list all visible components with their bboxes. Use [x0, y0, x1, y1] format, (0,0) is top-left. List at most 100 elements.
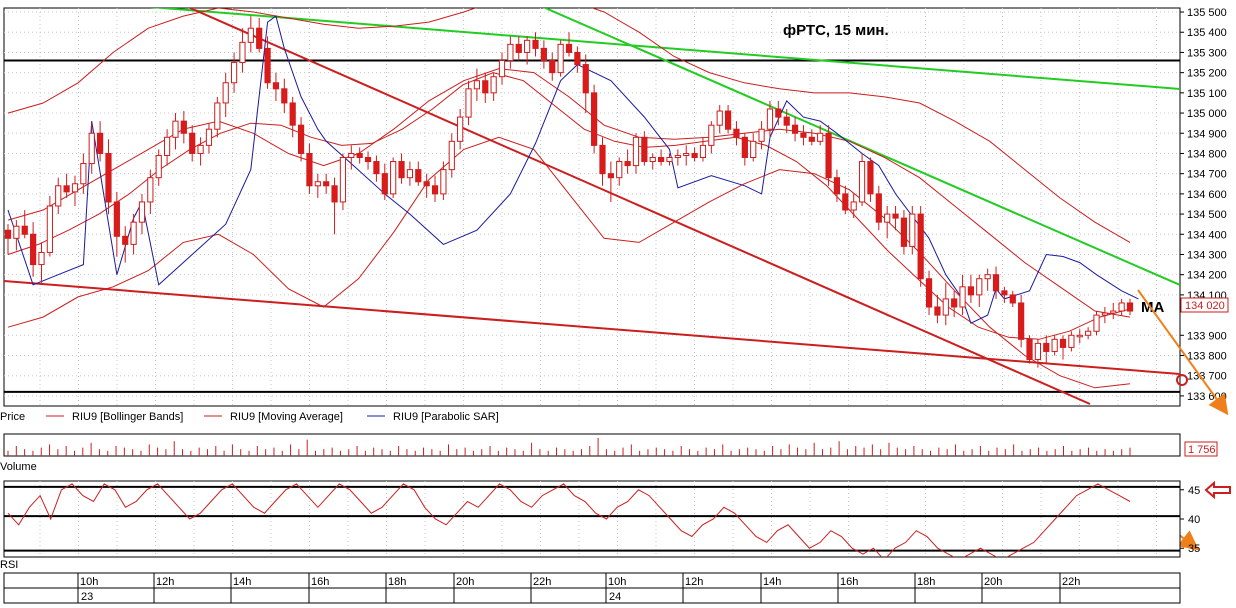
- candle-body-down: [691, 152, 698, 159]
- candle: [909, 205, 916, 255]
- candle-body-down: [297, 124, 305, 154]
- rsi-line: [7, 483, 1131, 557]
- candle-body-down: [30, 233, 37, 266]
- price-tick-label: 133 800: [1187, 350, 1227, 362]
- candle-body-up: [172, 120, 179, 138]
- candle: [331, 177, 338, 235]
- candle-body-down: [4, 229, 12, 239]
- legend-volume-label: Volume: [0, 461, 37, 473]
- candle: [398, 153, 405, 184]
- bollinger-upper-line: [7, 8, 1131, 243]
- candle: [967, 274, 975, 303]
- bollinger-lower-line: [7, 136, 1131, 389]
- candle-body-down: [867, 161, 874, 195]
- rsi-level-arrow-icon: [1204, 480, 1231, 500]
- candle: [800, 125, 807, 146]
- green-trendline-upper: [149, 8, 1180, 90]
- time-tick-label: 16h: [311, 576, 329, 588]
- candle: [649, 153, 656, 170]
- candle: [205, 123, 213, 154]
- time-tick-label: 16h: [840, 576, 858, 588]
- candle: [390, 157, 397, 198]
- candle-body-up: [155, 154, 162, 179]
- rsi-y-axis: 45 40 35: [1180, 485, 1200, 555]
- candle-body-down: [1126, 302, 1134, 312]
- candle-body-up: [1076, 334, 1083, 338]
- candle-body-down: [800, 132, 807, 138]
- candle-body-down: [180, 120, 187, 134]
- candle: [775, 100, 782, 126]
- candle-body-down: [63, 185, 70, 193]
- candle-body-up: [498, 60, 506, 78]
- bollinger-bands: [7, 8, 1131, 389]
- candle: [55, 177, 62, 215]
- candle: [38, 242, 45, 283]
- candle: [113, 191, 120, 257]
- time-tick-label: 10h: [80, 576, 98, 588]
- time-tick-label: 14h: [233, 576, 251, 588]
- legend-bollinger-label: RIU9 [Bollinger Bands]: [72, 411, 183, 423]
- candle-body-down: [783, 116, 790, 126]
- parabolic-sar-line: [7, 15, 1139, 324]
- candle-body-up: [1093, 314, 1100, 332]
- candle-body-up: [524, 39, 531, 53]
- rsi-panel-frame: [3, 480, 1181, 558]
- candle: [867, 157, 874, 202]
- candle: [691, 147, 698, 162]
- price-tick-label: 135 400: [1187, 27, 1227, 39]
- candle: [766, 100, 774, 138]
- candle-body-down: [791, 124, 799, 134]
- candle: [147, 169, 154, 215]
- candle-body-up: [230, 62, 238, 84]
- price-tick-label: 135 000: [1187, 108, 1227, 120]
- candle: [951, 290, 958, 318]
- candle-body-down: [833, 177, 841, 195]
- trend-lines: [4, 8, 1180, 405]
- candle: [13, 220, 20, 251]
- candle: [582, 54, 589, 114]
- candle-body-up: [766, 108, 774, 130]
- candle: [356, 147, 363, 164]
- candle-body-up: [884, 213, 891, 223]
- candle: [783, 109, 790, 134]
- candle: [1126, 298, 1134, 316]
- candle-body-up: [440, 169, 447, 195]
- time-tick-label: 22h: [1062, 576, 1080, 588]
- green-trendline-lower: [542, 8, 1180, 286]
- candle-body-down: [356, 152, 363, 159]
- candle: [1118, 298, 1125, 316]
- candle-body-up: [632, 136, 640, 167]
- candle: [875, 185, 882, 231]
- volume-bars: [7, 438, 1131, 456]
- price-tick-label: 135 500: [1187, 7, 1227, 19]
- candle: [884, 205, 891, 239]
- candle-body-down: [624, 161, 631, 167]
- candle: [524, 36, 531, 65]
- candle: [138, 193, 146, 235]
- candle: [172, 113, 179, 150]
- candle: [440, 161, 447, 200]
- candle-body-down: [900, 217, 908, 247]
- price-tick-label: 134 300: [1187, 249, 1227, 261]
- candle-body-down: [967, 286, 975, 296]
- candle-body-up: [465, 88, 472, 118]
- candle: [415, 161, 422, 186]
- candle: [984, 268, 991, 291]
- candle-body-down: [431, 185, 439, 195]
- candle: [515, 36, 522, 61]
- candle: [272, 72, 280, 101]
- candle: [498, 52, 506, 85]
- red-circle-marker: [1176, 374, 1188, 386]
- candle-body-up: [858, 161, 866, 203]
- candle-body-down: [323, 181, 330, 187]
- candle: [992, 266, 1000, 299]
- candle-body-up: [13, 225, 20, 239]
- candle: [599, 137, 606, 186]
- candle: [180, 111, 187, 144]
- candle: [71, 175, 79, 206]
- price-tick-label: 135 300: [1187, 47, 1227, 59]
- candle: [858, 153, 866, 206]
- time-tick-label: 14h: [763, 576, 781, 588]
- candle: [540, 40, 547, 69]
- candle: [21, 210, 28, 239]
